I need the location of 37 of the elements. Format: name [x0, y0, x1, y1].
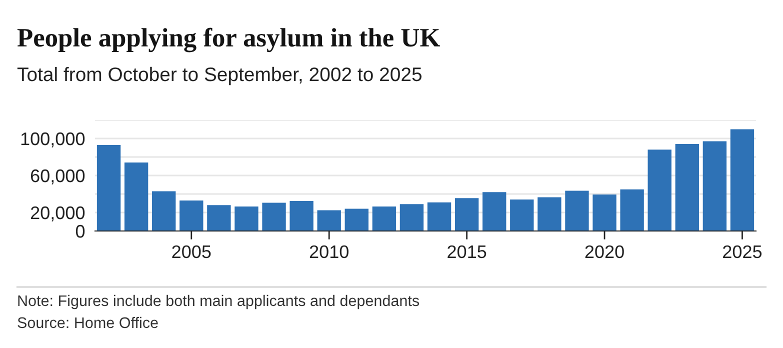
bar — [290, 200, 314, 231]
bar — [262, 202, 286, 231]
chart-subtitle: Total from October to September, 2002 to 2025 — [17, 66, 422, 86]
y-tick-label: 0 — [76, 224, 85, 238]
x-tick-label: 2010 — [310, 245, 348, 258]
bar — [427, 202, 452, 231]
x-tick-label: 2005 — [172, 245, 211, 258]
bar — [344, 208, 368, 231]
bar — [730, 129, 754, 231]
bar — [372, 206, 396, 231]
bar — [482, 192, 506, 231]
text: Note: Figures include both main applicants and dependants — [18, 294, 420, 310]
y-tick-label: 60,000 — [30, 169, 85, 184]
bar — [454, 198, 479, 231]
x-tick-label: 2015 — [448, 245, 486, 258]
bar — [400, 204, 424, 231]
bar — [538, 197, 562, 231]
bar — [152, 191, 176, 231]
y-tick-label: 20,000 — [30, 206, 85, 222]
bar — [180, 200, 204, 231]
bar — [565, 190, 589, 231]
bar — [317, 210, 341, 231]
bar — [620, 189, 644, 231]
bar — [510, 200, 534, 231]
bar — [234, 206, 258, 231]
bar — [592, 194, 616, 231]
chart-title: People applying for asylum in the UK — [17, 28, 440, 52]
bar — [702, 141, 727, 231]
bar — [648, 150, 672, 231]
x-tick-label: 2020 — [585, 245, 624, 258]
bar — [675, 144, 699, 231]
x-tick-label: 2025 — [723, 245, 762, 258]
source-note: Source: Home Office — [18, 316, 158, 328]
bar — [207, 205, 231, 231]
bar — [96, 144, 121, 231]
bar — [124, 162, 148, 231]
y-tick-label: 100,000 — [21, 132, 85, 148]
